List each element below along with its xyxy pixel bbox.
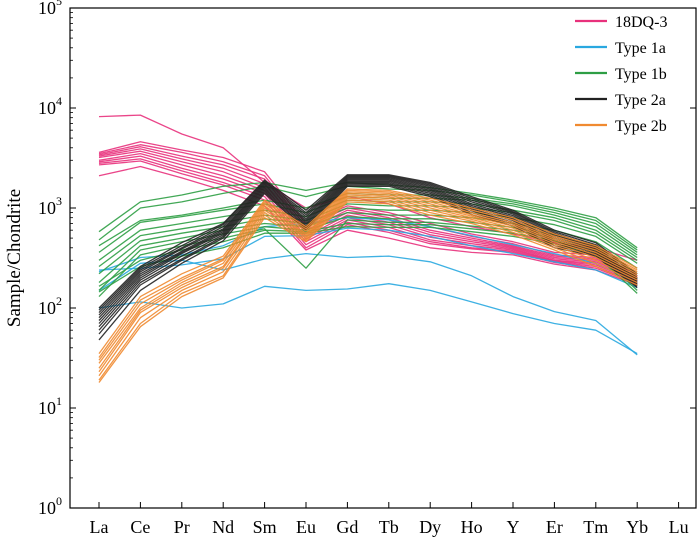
series-line: [98, 188, 638, 354]
y-tick-label: 105: [38, 0, 62, 18]
x-axis: La Ce Pr Nd Sm Eu Gd Tb Dy Ho Y Er Tm Yb Lu: [90, 502, 689, 537]
series-line: [98, 197, 638, 377]
series-line: [98, 199, 638, 381]
x-tick-label: Tb: [379, 517, 399, 537]
y-tick-label: 104: [38, 94, 62, 118]
legend-item: Type 1b: [575, 66, 667, 83]
x-tick-label: Nd: [212, 517, 234, 537]
x-tick-label: Er: [546, 517, 563, 537]
x-tick-label: Pr: [174, 517, 190, 537]
series-line: [98, 176, 638, 314]
series-line: [98, 148, 638, 279]
x-tick-label: Tm: [583, 517, 608, 537]
series-line: [98, 189, 638, 358]
legend: 18DQ-3 Type 1a Type 1b Type 2a Type 2b: [575, 14, 667, 135]
legend-item: Type 1a: [575, 40, 666, 57]
y-tick-label: 102: [38, 294, 62, 318]
series-line: [98, 185, 638, 341]
legend-label: Type 1a: [615, 40, 666, 57]
legend-label: Type 2b: [615, 118, 667, 135]
series-line: [98, 252, 638, 356]
series-line: [98, 195, 638, 373]
series-line: [98, 144, 638, 277]
series-group-4: [98, 188, 638, 383]
y-axis-label: Sample/Chondrite: [4, 189, 25, 327]
series-line: [98, 185, 638, 251]
x-tick-label: La: [90, 517, 109, 537]
series-line: [98, 175, 638, 311]
series-line: [98, 283, 638, 355]
series-line: [98, 178, 638, 319]
series-line: [98, 192, 638, 364]
series-line: [98, 180, 638, 324]
legend-item: 18DQ-3: [575, 14, 667, 31]
x-tick-label: Ce: [130, 517, 150, 537]
series-line: [98, 165, 638, 286]
legend-label: Type 1b: [615, 66, 667, 83]
y-axis: 100 101 102 103 104 105: [38, 0, 696, 518]
series-line: [98, 191, 638, 361]
series-layer: [98, 114, 638, 383]
series-line: [98, 181, 638, 328]
y-tick-label: 103: [38, 194, 62, 218]
x-tick-label: Y: [507, 517, 520, 537]
x-tick-label: Lu: [669, 517, 689, 537]
series-line: [98, 227, 638, 289]
series-line: [98, 174, 638, 309]
x-tick-label: Sm: [253, 517, 277, 537]
y-tick-label: 100: [38, 494, 62, 518]
series-line: [98, 201, 638, 383]
x-tick-label: Gd: [336, 517, 358, 537]
series-group-1: [98, 217, 638, 356]
x-tick-label: Dy: [419, 517, 441, 537]
x-tick-label: Eu: [296, 517, 316, 537]
series-line: [98, 203, 638, 268]
series-line: [98, 183, 638, 331]
plot-frame: [69, 7, 697, 509]
legend-item: Type 2b: [575, 118, 667, 135]
series-line: [98, 207, 638, 275]
series-line: [98, 217, 638, 284]
y-tick-label: 101: [38, 394, 62, 418]
x-tick-label: Ho: [461, 517, 483, 537]
legend-label: 18DQ-3: [615, 14, 667, 31]
legend-item: Type 2a: [575, 92, 666, 109]
series-line: [98, 194, 638, 369]
x-tick-label: Yb: [626, 517, 648, 537]
legend-label: Type 2a: [615, 92, 666, 109]
series-line: [98, 179, 638, 321]
series-line: [98, 184, 638, 335]
series-group-3: [98, 174, 638, 341]
